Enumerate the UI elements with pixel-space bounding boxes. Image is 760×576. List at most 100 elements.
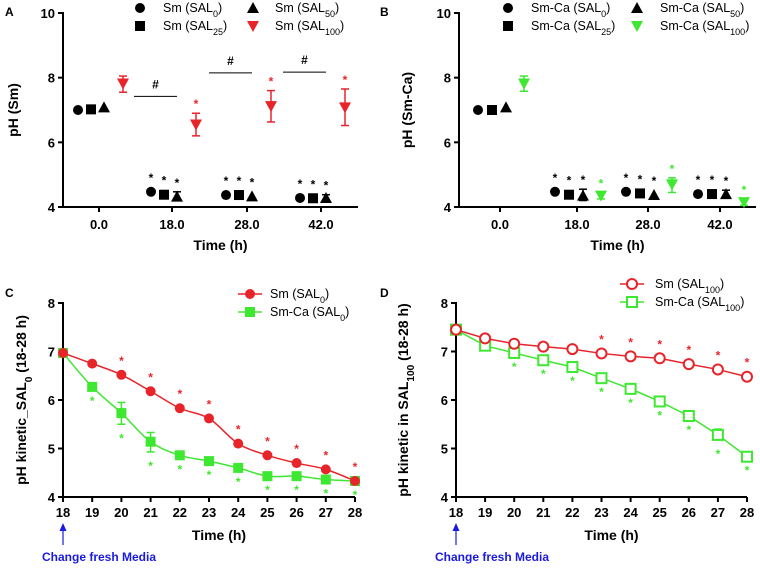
data-point xyxy=(171,190,183,202)
data-point xyxy=(291,471,302,482)
significance-star: * xyxy=(237,174,242,188)
data-point xyxy=(58,347,68,358)
data-point xyxy=(595,347,608,360)
significance-star: * xyxy=(553,171,558,185)
significance-star: * xyxy=(148,459,153,473)
data-point xyxy=(450,323,462,336)
series-0: * * * * * * xyxy=(450,323,753,383)
data-point xyxy=(116,369,127,380)
significance-star: * xyxy=(742,183,747,197)
legend-marker xyxy=(503,21,513,31)
data-point xyxy=(682,358,695,371)
data-point xyxy=(159,189,169,200)
legend-label: Sm-Ca (SAL25) xyxy=(531,19,615,37)
y-tick-label: 8 xyxy=(48,71,55,86)
significance-star: * xyxy=(265,483,270,497)
legend-label: Sm (SAL0) xyxy=(270,287,329,305)
data-point xyxy=(145,436,156,447)
data-point xyxy=(234,190,244,201)
x-axis-title: Time (h) xyxy=(590,237,644,253)
x-tick-label: 18.0 xyxy=(564,217,589,232)
x-tick-label: 19 xyxy=(85,505,99,520)
data-point xyxy=(624,382,637,395)
legend-marker xyxy=(626,278,638,290)
significance-star: * xyxy=(298,177,303,191)
x-axis-title: Time (h) xyxy=(193,237,247,253)
x-tick-label: 23 xyxy=(202,505,216,520)
annotation-change-fresh-media: Change fresh Media xyxy=(435,550,549,564)
panel-a: A 4 6 8 10 pH (Sm) Time (h) 0.0 18.0 28.0 42.0 * * * S… xyxy=(5,1,358,253)
x-tick-label: 24 xyxy=(231,505,246,520)
significance-star: * xyxy=(716,447,721,461)
x-tick-label: 25 xyxy=(260,505,274,520)
series-3: * * * xyxy=(117,73,351,137)
significance-star: * xyxy=(353,460,358,474)
significance-star: * xyxy=(657,337,662,351)
series-1: * * * xyxy=(487,105,717,200)
data-point xyxy=(145,386,156,397)
legend-label: Sm-Ca (SAL100) xyxy=(660,19,749,37)
data-point xyxy=(339,102,351,114)
legend-marker xyxy=(503,3,513,13)
x-tick-label: 19 xyxy=(478,505,492,520)
significance-star: * xyxy=(175,176,180,190)
x-tick-label: 42.0 xyxy=(308,217,333,232)
x-tick-label: 28.0 xyxy=(635,217,660,232)
y-tick-label: 7 xyxy=(48,345,55,360)
significance-star: * xyxy=(541,367,546,381)
data-point xyxy=(720,188,732,200)
series-3: * * * xyxy=(518,75,750,209)
significance-star: * xyxy=(324,179,329,193)
data-point xyxy=(537,340,550,353)
panel-d: D 4 5 6 7 8 pH kinetic in SAL100 (18-28 h) Time… xyxy=(380,277,754,564)
legend-label: Sm (SAL25) xyxy=(163,19,227,37)
y-tick-label: 4 xyxy=(444,200,452,215)
significance-star: * xyxy=(570,374,575,388)
x-tick-label: 24 xyxy=(623,505,638,520)
series-0: * * * xyxy=(73,105,305,203)
significance-star: * xyxy=(652,174,657,188)
series-1: * * * xyxy=(86,104,318,204)
data-point xyxy=(221,190,231,201)
significance-star: * xyxy=(207,468,212,482)
y-tick-label: 6 xyxy=(48,393,55,408)
significance-star: * xyxy=(724,174,729,188)
x-axis-title: Time (h) xyxy=(584,527,638,543)
x-tick-label: 18.0 xyxy=(159,217,184,232)
y-axis-title: pH kinetic_SAL0 (18-28 h) xyxy=(13,315,35,485)
significance-star: * xyxy=(149,171,154,185)
panel-label: B xyxy=(380,5,389,19)
significance-star: * xyxy=(686,423,691,437)
significance-star: * xyxy=(657,408,662,422)
x-tick-label: 21 xyxy=(536,505,550,520)
significance-star: * xyxy=(90,394,95,408)
significance-star: * xyxy=(638,172,643,186)
data-point xyxy=(518,78,530,90)
x-tick-label: 28 xyxy=(740,505,754,520)
x-tick-label: 20 xyxy=(114,505,128,520)
arrow-up-icon xyxy=(452,523,460,531)
annotation-change-fresh-media: Change fresh Media xyxy=(42,550,156,564)
legend-label: Sm-Ca (SAL0) xyxy=(531,1,610,19)
significance-star: * xyxy=(269,75,274,89)
data-point xyxy=(595,372,608,385)
significance-hash: # xyxy=(152,77,159,91)
significance-star: * xyxy=(710,173,715,187)
series-0: * * * xyxy=(473,105,703,200)
significance-star: * xyxy=(294,442,299,456)
panel-label: D xyxy=(380,286,389,300)
data-point xyxy=(624,350,637,363)
series-2: * * * xyxy=(98,101,332,203)
significance-star: * xyxy=(512,360,517,374)
x-tick-label: 26 xyxy=(289,505,303,520)
legend-marker xyxy=(245,307,255,317)
data-point xyxy=(246,190,258,202)
data-point xyxy=(320,464,331,475)
legend-marker xyxy=(135,21,145,31)
data-point xyxy=(508,337,521,350)
legend-marker xyxy=(247,21,259,32)
significance-star: * xyxy=(294,483,299,497)
data-point xyxy=(308,193,318,204)
significance-star: * xyxy=(628,396,633,410)
panel-c: C 4 5 6 7 8 pH kinetic_SAL0 (18-28 h) Time (h) 1… xyxy=(5,286,362,564)
